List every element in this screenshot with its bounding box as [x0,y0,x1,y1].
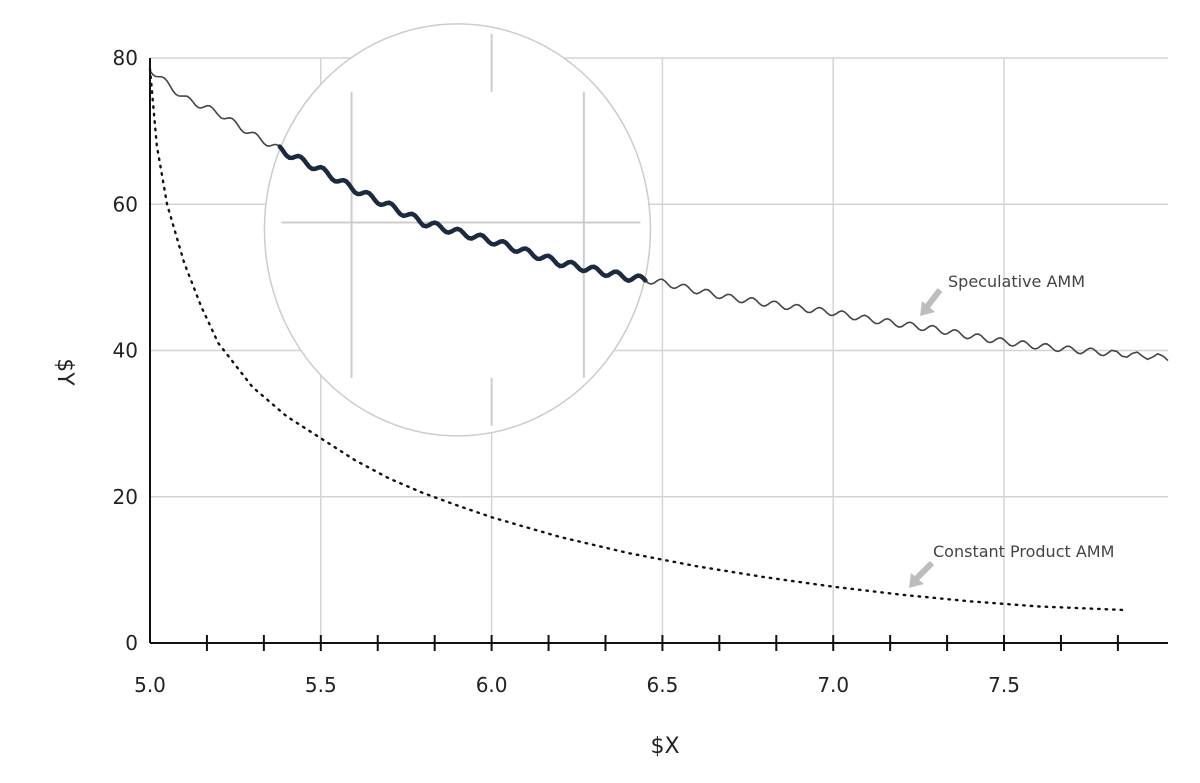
x-tick-label: 7.0 [817,673,849,697]
annotation-arrow-head [920,301,935,316]
annotation-arrow-head [909,573,924,588]
y-tick-label: 60 [113,192,138,216]
x-tick-label: 6.5 [647,673,679,697]
x-tick-label: 5.5 [305,673,337,697]
x-axis-title: $X [650,734,679,759]
annotation-label: Constant Product AMM [933,542,1114,561]
y-tick-label: 20 [113,485,138,509]
annotations: Speculative AMM Constant Product AMM [909,272,1114,588]
y-axis-title: $Y [52,358,77,386]
x-tick-label: 7.5 [988,673,1020,697]
series-layer [148,67,1169,612]
annotation-arrow-shaft [912,560,935,583]
y-tick-label: 0 [125,631,138,655]
y-tick-label: 40 [113,339,138,363]
y-tick-label: 80 [113,46,138,70]
axes: 0 20 40 60 80 5.0 5.5 6.0 6.5 7.0 7.5 [113,46,1168,697]
x-tick-label: 5.0 [134,673,166,697]
series-line-constant-product [148,67,1129,612]
annotation-label: Speculative AMM [948,272,1085,291]
annotation-arrow-shaft [923,288,943,310]
series-highlight-speculative [277,144,648,283]
x-tick-label: 6.0 [476,673,508,697]
